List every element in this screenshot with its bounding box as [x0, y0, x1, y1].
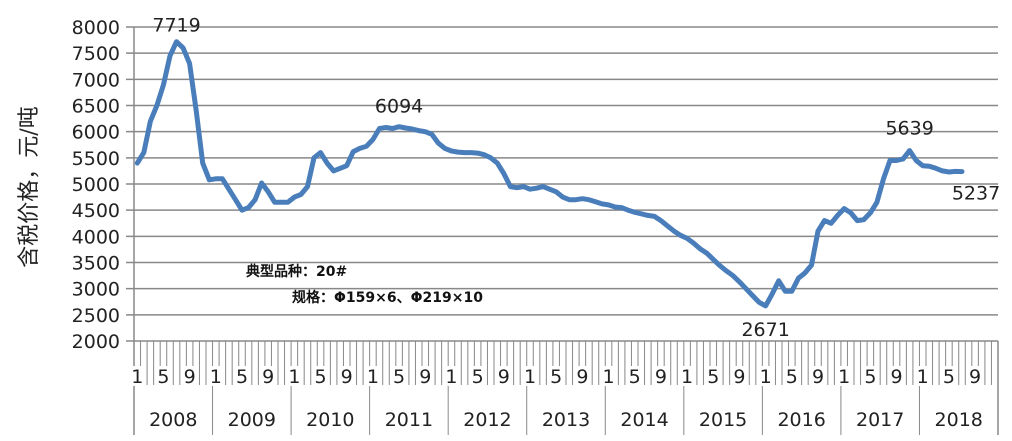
month-tick-label: 9 [419, 366, 431, 388]
month-tick-label: 1 [210, 366, 222, 388]
month-tick-label: 5 [393, 366, 405, 388]
month-tick-label: 9 [341, 366, 353, 388]
annotation-variety: 典型品种：20# [246, 263, 347, 280]
y-tick-label: 3500 [72, 253, 120, 275]
year-label-2012: 2012 [463, 409, 511, 431]
month-tick-label: 5 [314, 366, 326, 388]
y-tick-label: 2000 [72, 331, 120, 353]
year-label-2016: 2016 [777, 409, 825, 431]
y-tick-label: 7500 [72, 43, 120, 65]
month-tick-label: 1 [288, 366, 300, 388]
month-tick-label: 9 [576, 366, 588, 388]
month-tick-label: 1 [917, 366, 929, 388]
year-label-2018: 2018 [935, 409, 983, 431]
month-tick-label: 9 [184, 366, 196, 388]
month-tick-label: 1 [367, 366, 379, 388]
y-tick-label: 7000 [72, 69, 120, 91]
month-tick-label: 1 [445, 366, 457, 388]
year-label-2013: 2013 [542, 409, 590, 431]
month-tick-label: 9 [498, 366, 510, 388]
year-label-2010: 2010 [306, 409, 354, 431]
month-tick-label: 5 [629, 366, 641, 388]
month-tick-label: 1 [760, 366, 772, 388]
annotation-spec: 规格：Φ159×6、Φ219×10 [292, 289, 483, 306]
year-label-2011: 2011 [385, 409, 433, 431]
year-label-2015: 2015 [699, 409, 747, 431]
y-tick-label: 5500 [72, 148, 120, 170]
month-tick-label: 5 [943, 366, 955, 388]
month-tick-label: 1 [131, 366, 143, 388]
y-tick-label: 2500 [72, 305, 120, 327]
month-tick-label: 5 [786, 366, 798, 388]
gridlines [126, 26, 998, 342]
y-tick-label: 4000 [72, 226, 120, 248]
data-label-5237: 5237 [952, 183, 1000, 205]
month-tick-label: 9 [890, 366, 902, 388]
month-tick-label: 9 [655, 366, 667, 388]
data-label-7719: 7719 [152, 15, 200, 37]
y-axis-ticks: 2000 2500 3000 3500 4000 4500 5000 5500 6000 6500… [72, 17, 120, 353]
y-tick-label: 5000 [72, 174, 120, 196]
month-tick-label: 9 [969, 366, 981, 388]
year-label-2017: 2017 [856, 409, 904, 431]
y-tick-label: 6000 [72, 122, 120, 144]
data-labels: 7719 6094 2671 5639 5237 [152, 15, 1000, 341]
y-tick-label: 8000 [72, 17, 120, 39]
month-tick-label: 9 [733, 366, 745, 388]
y-tick-label: 4500 [72, 200, 120, 222]
data-label-6094: 6094 [375, 96, 423, 118]
month-tick-label: 1 [681, 366, 693, 388]
month-tick-label: 5 [236, 366, 248, 388]
y-axis-label: 含税价格，元/吨 [17, 106, 42, 267]
price-series-line [134, 39, 965, 309]
month-tick-label: 5 [157, 366, 169, 388]
y-tick-label: 6500 [72, 96, 120, 118]
y-tick-label: 3000 [72, 279, 120, 301]
month-tick-label: 5 [707, 366, 719, 388]
month-tick-label: 1 [838, 366, 850, 388]
year-label-2008: 2008 [149, 409, 197, 431]
month-tick-label: 1 [524, 366, 536, 388]
month-tick-label: 9 [262, 366, 274, 388]
month-tick-label: 5 [864, 366, 876, 388]
data-label-2671: 2671 [741, 319, 789, 341]
year-label-2014: 2014 [620, 409, 668, 431]
month-tick-label: 9 [812, 366, 824, 388]
data-label-5639: 5639 [885, 118, 933, 140]
month-tick-label: 5 [472, 366, 484, 388]
year-label-2009: 2009 [228, 409, 276, 431]
month-tick-label: 1 [602, 366, 614, 388]
month-tick-label: 5 [550, 366, 562, 388]
